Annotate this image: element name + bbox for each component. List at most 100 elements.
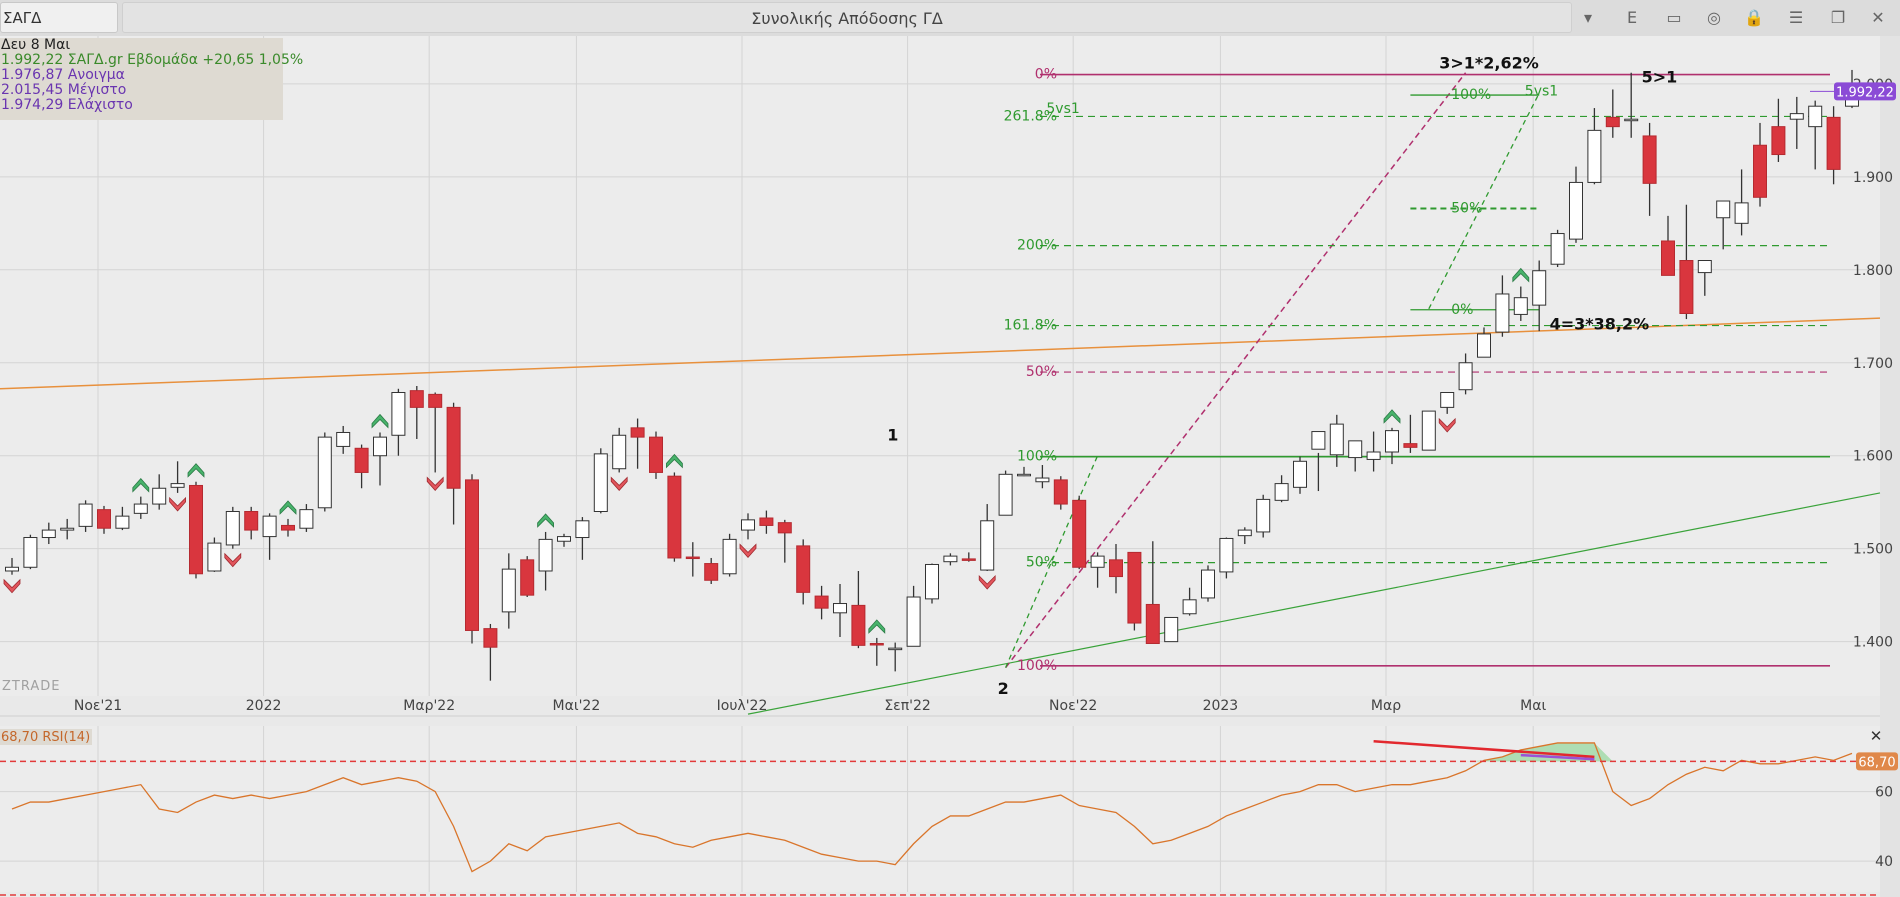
candle-body xyxy=(722,538,737,575)
fib-sub-label: 5vs1 xyxy=(1525,83,1558,99)
candle xyxy=(1587,108,1602,185)
candle-body xyxy=(1219,537,1234,573)
candle xyxy=(1329,414,1344,467)
menu-icon[interactable]: ☰ xyxy=(1788,8,1804,27)
candle xyxy=(1274,475,1289,503)
candle-body xyxy=(796,545,811,593)
candle-body xyxy=(23,537,38,568)
wave-line xyxy=(1005,455,1099,668)
y-tick-label: 1.400 xyxy=(1853,635,1893,651)
candle-body xyxy=(244,510,259,531)
candle xyxy=(1734,169,1749,236)
candle xyxy=(1017,466,1031,477)
candle xyxy=(1182,587,1197,616)
candle xyxy=(667,472,682,562)
candle-body xyxy=(1771,126,1786,156)
quote-icon[interactable]: ◎ xyxy=(1707,8,1721,27)
candle-body xyxy=(888,647,903,651)
candle xyxy=(1311,431,1326,492)
fib-sub-label: 50% xyxy=(1451,200,1482,216)
candle xyxy=(1826,106,1841,185)
candle xyxy=(1403,414,1418,453)
candle xyxy=(336,425,351,454)
candle xyxy=(612,427,627,473)
candle-body xyxy=(1605,116,1620,128)
e-button[interactable]: E xyxy=(1626,8,1638,27)
candle xyxy=(189,481,203,579)
candle xyxy=(483,623,498,681)
candle-body xyxy=(1697,260,1712,274)
candle xyxy=(998,470,1013,516)
candle-body xyxy=(391,392,406,436)
candle xyxy=(777,519,792,563)
info-close: 1.992,22 ΣΑΓΔ.gr Εβδομάδα +20,65 1,05% xyxy=(1,52,304,68)
candle xyxy=(133,496,148,519)
wave-annotation: 4=3*38,2% xyxy=(1550,315,1650,334)
restore-icon[interactable]: ❐ xyxy=(1830,8,1846,27)
candle xyxy=(446,402,461,525)
candle xyxy=(1661,215,1675,276)
fib-sub-label: 100% xyxy=(1451,87,1491,103)
candle xyxy=(1090,552,1105,588)
chevron-down-icon[interactable]: ▾ xyxy=(1583,8,1593,27)
candle-body xyxy=(189,484,203,575)
candle xyxy=(520,556,535,598)
candle-body xyxy=(685,556,700,560)
candle-body xyxy=(1053,479,1068,505)
fractal-up-icon xyxy=(279,500,297,515)
rsi-y-tick: 40 xyxy=(1875,854,1893,870)
x-tick-label: Ιουλ'22 xyxy=(717,698,768,714)
candle xyxy=(796,539,811,605)
candle-body xyxy=(1808,105,1823,128)
candle-body xyxy=(501,568,516,613)
fib-level-label: 161.8% xyxy=(1004,318,1057,334)
candle-body xyxy=(5,566,19,572)
close-icon[interactable]: ✕ xyxy=(1871,8,1885,27)
close-icon[interactable]: ✕ xyxy=(1870,727,1883,745)
y-tick-label: 1.900 xyxy=(1853,170,1893,186)
candle-body xyxy=(1109,559,1123,578)
y-tick-label: 1.500 xyxy=(1853,542,1893,558)
x-tick-label: Νοε'21 xyxy=(74,698,122,714)
candle xyxy=(704,557,719,584)
candle-body xyxy=(1458,362,1473,391)
candle xyxy=(244,506,259,540)
fractal-down-icon xyxy=(978,575,996,590)
candle xyxy=(465,474,479,644)
candle xyxy=(575,517,590,560)
candle-body xyxy=(1734,202,1749,224)
wave-annotation: 1 xyxy=(887,425,898,444)
symbol-field[interactable]: ΣΑΓΔ xyxy=(0,2,118,33)
candle-body xyxy=(538,538,553,572)
candle xyxy=(1569,166,1583,243)
candle-body xyxy=(1753,144,1767,198)
candle xyxy=(906,585,921,647)
candle xyxy=(23,534,38,570)
candle-body xyxy=(630,427,645,438)
price-chart[interactable]: 1.4001.5001.6001.7001.8001.9002.000Νοε'2… xyxy=(0,36,1900,897)
fractal-up-icon xyxy=(1383,409,1401,424)
candle-body xyxy=(1348,440,1363,459)
window-icon[interactable]: ▭ xyxy=(1666,8,1682,27)
rsi-badge xyxy=(1856,752,1898,771)
candle-body xyxy=(612,434,627,470)
info-high: 2.015,45 Μέγιστο xyxy=(1,82,127,98)
candle xyxy=(170,461,185,493)
candle xyxy=(97,505,111,534)
candle-body xyxy=(961,558,976,561)
fractal-up-icon xyxy=(537,513,554,528)
candle xyxy=(1642,122,1657,216)
fib-sub-label: 5vs1 xyxy=(1046,101,1079,117)
candle-body xyxy=(317,436,332,509)
candle xyxy=(1072,495,1087,570)
candle-body xyxy=(1164,616,1179,643)
fractal-up-icon xyxy=(868,619,886,634)
last-price-badge xyxy=(1834,82,1896,101)
x-tick-label: Σεπ'22 xyxy=(884,698,931,714)
lock-icon[interactable]: 🔒 xyxy=(1744,8,1764,27)
watermark: ZTRADE xyxy=(2,679,60,694)
candle-body xyxy=(170,483,185,488)
rsi-y-tick: 60 xyxy=(1875,785,1893,801)
candle xyxy=(115,506,130,531)
candle-body xyxy=(1661,240,1675,276)
